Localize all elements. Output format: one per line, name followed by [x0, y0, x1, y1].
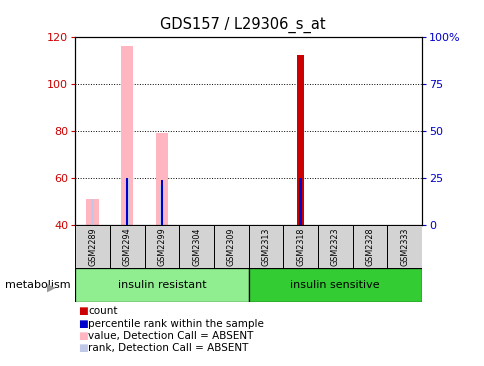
Text: ▶: ▶: [46, 283, 55, 293]
FancyBboxPatch shape: [248, 268, 421, 302]
Text: percentile rank within the sample: percentile rank within the sample: [88, 318, 264, 329]
FancyBboxPatch shape: [352, 225, 386, 268]
Text: GSM2318: GSM2318: [295, 227, 304, 265]
Text: GSM2333: GSM2333: [399, 227, 408, 265]
Text: GSM2299: GSM2299: [157, 227, 166, 266]
Text: GSM2309: GSM2309: [226, 227, 235, 266]
Bar: [297, 55, 303, 225]
Bar: [155, 133, 167, 225]
Text: insulin sensitive: insulin sensitive: [290, 280, 379, 290]
Text: ■: ■: [77, 318, 87, 329]
Bar: [160, 180, 163, 225]
FancyBboxPatch shape: [75, 268, 248, 302]
FancyBboxPatch shape: [144, 225, 179, 268]
Text: ■: ■: [77, 331, 87, 341]
Bar: [160, 185, 163, 225]
Text: GSM2289: GSM2289: [88, 227, 97, 266]
Text: GSM2328: GSM2328: [364, 227, 374, 266]
Text: value, Detection Call = ABSENT: value, Detection Call = ABSENT: [88, 331, 253, 341]
Text: rank, Detection Call = ABSENT: rank, Detection Call = ABSENT: [88, 343, 248, 354]
FancyBboxPatch shape: [283, 225, 318, 268]
Text: count: count: [88, 306, 118, 316]
Text: metabolism: metabolism: [5, 280, 70, 290]
FancyBboxPatch shape: [179, 225, 213, 268]
Text: GDS157 / L29306_s_at: GDS157 / L29306_s_at: [159, 16, 325, 33]
Bar: [86, 199, 98, 225]
FancyBboxPatch shape: [75, 225, 109, 268]
Bar: [125, 178, 129, 225]
Bar: [121, 46, 133, 225]
Text: GSM2313: GSM2313: [261, 227, 270, 265]
FancyBboxPatch shape: [213, 225, 248, 268]
FancyBboxPatch shape: [248, 225, 283, 268]
Bar: [91, 199, 94, 225]
Text: insulin resistant: insulin resistant: [117, 280, 206, 290]
Text: GSM2323: GSM2323: [330, 227, 339, 266]
Text: GSM2294: GSM2294: [122, 227, 132, 266]
Text: ■: ■: [77, 343, 87, 354]
FancyBboxPatch shape: [318, 225, 352, 268]
FancyBboxPatch shape: [386, 225, 421, 268]
Bar: [299, 178, 301, 225]
Bar: [126, 178, 128, 225]
Text: GSM2304: GSM2304: [192, 227, 201, 265]
FancyBboxPatch shape: [109, 225, 144, 268]
Text: ■: ■: [77, 306, 87, 316]
